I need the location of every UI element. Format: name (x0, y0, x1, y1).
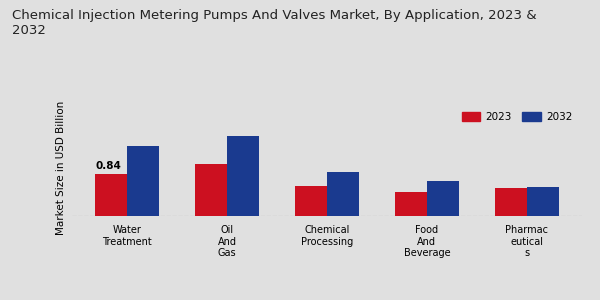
Legend: 2023, 2032: 2023, 2032 (457, 108, 577, 126)
Bar (495, 188, 527, 216)
Bar (195, 164, 227, 216)
Bar (327, 172, 359, 216)
Bar (527, 187, 559, 216)
Bar (427, 181, 459, 216)
Bar (295, 186, 327, 216)
Bar (395, 192, 427, 216)
Y-axis label: Market Size in USD Billion: Market Size in USD Billion (56, 101, 67, 235)
Text: Chemical Injection Metering Pumps And Valves Market, By Application, 2023 &
2032: Chemical Injection Metering Pumps And Va… (12, 9, 536, 37)
Text: 0.84: 0.84 (95, 161, 121, 171)
Bar (127, 146, 159, 216)
Bar (227, 136, 259, 216)
Bar (95, 174, 127, 216)
